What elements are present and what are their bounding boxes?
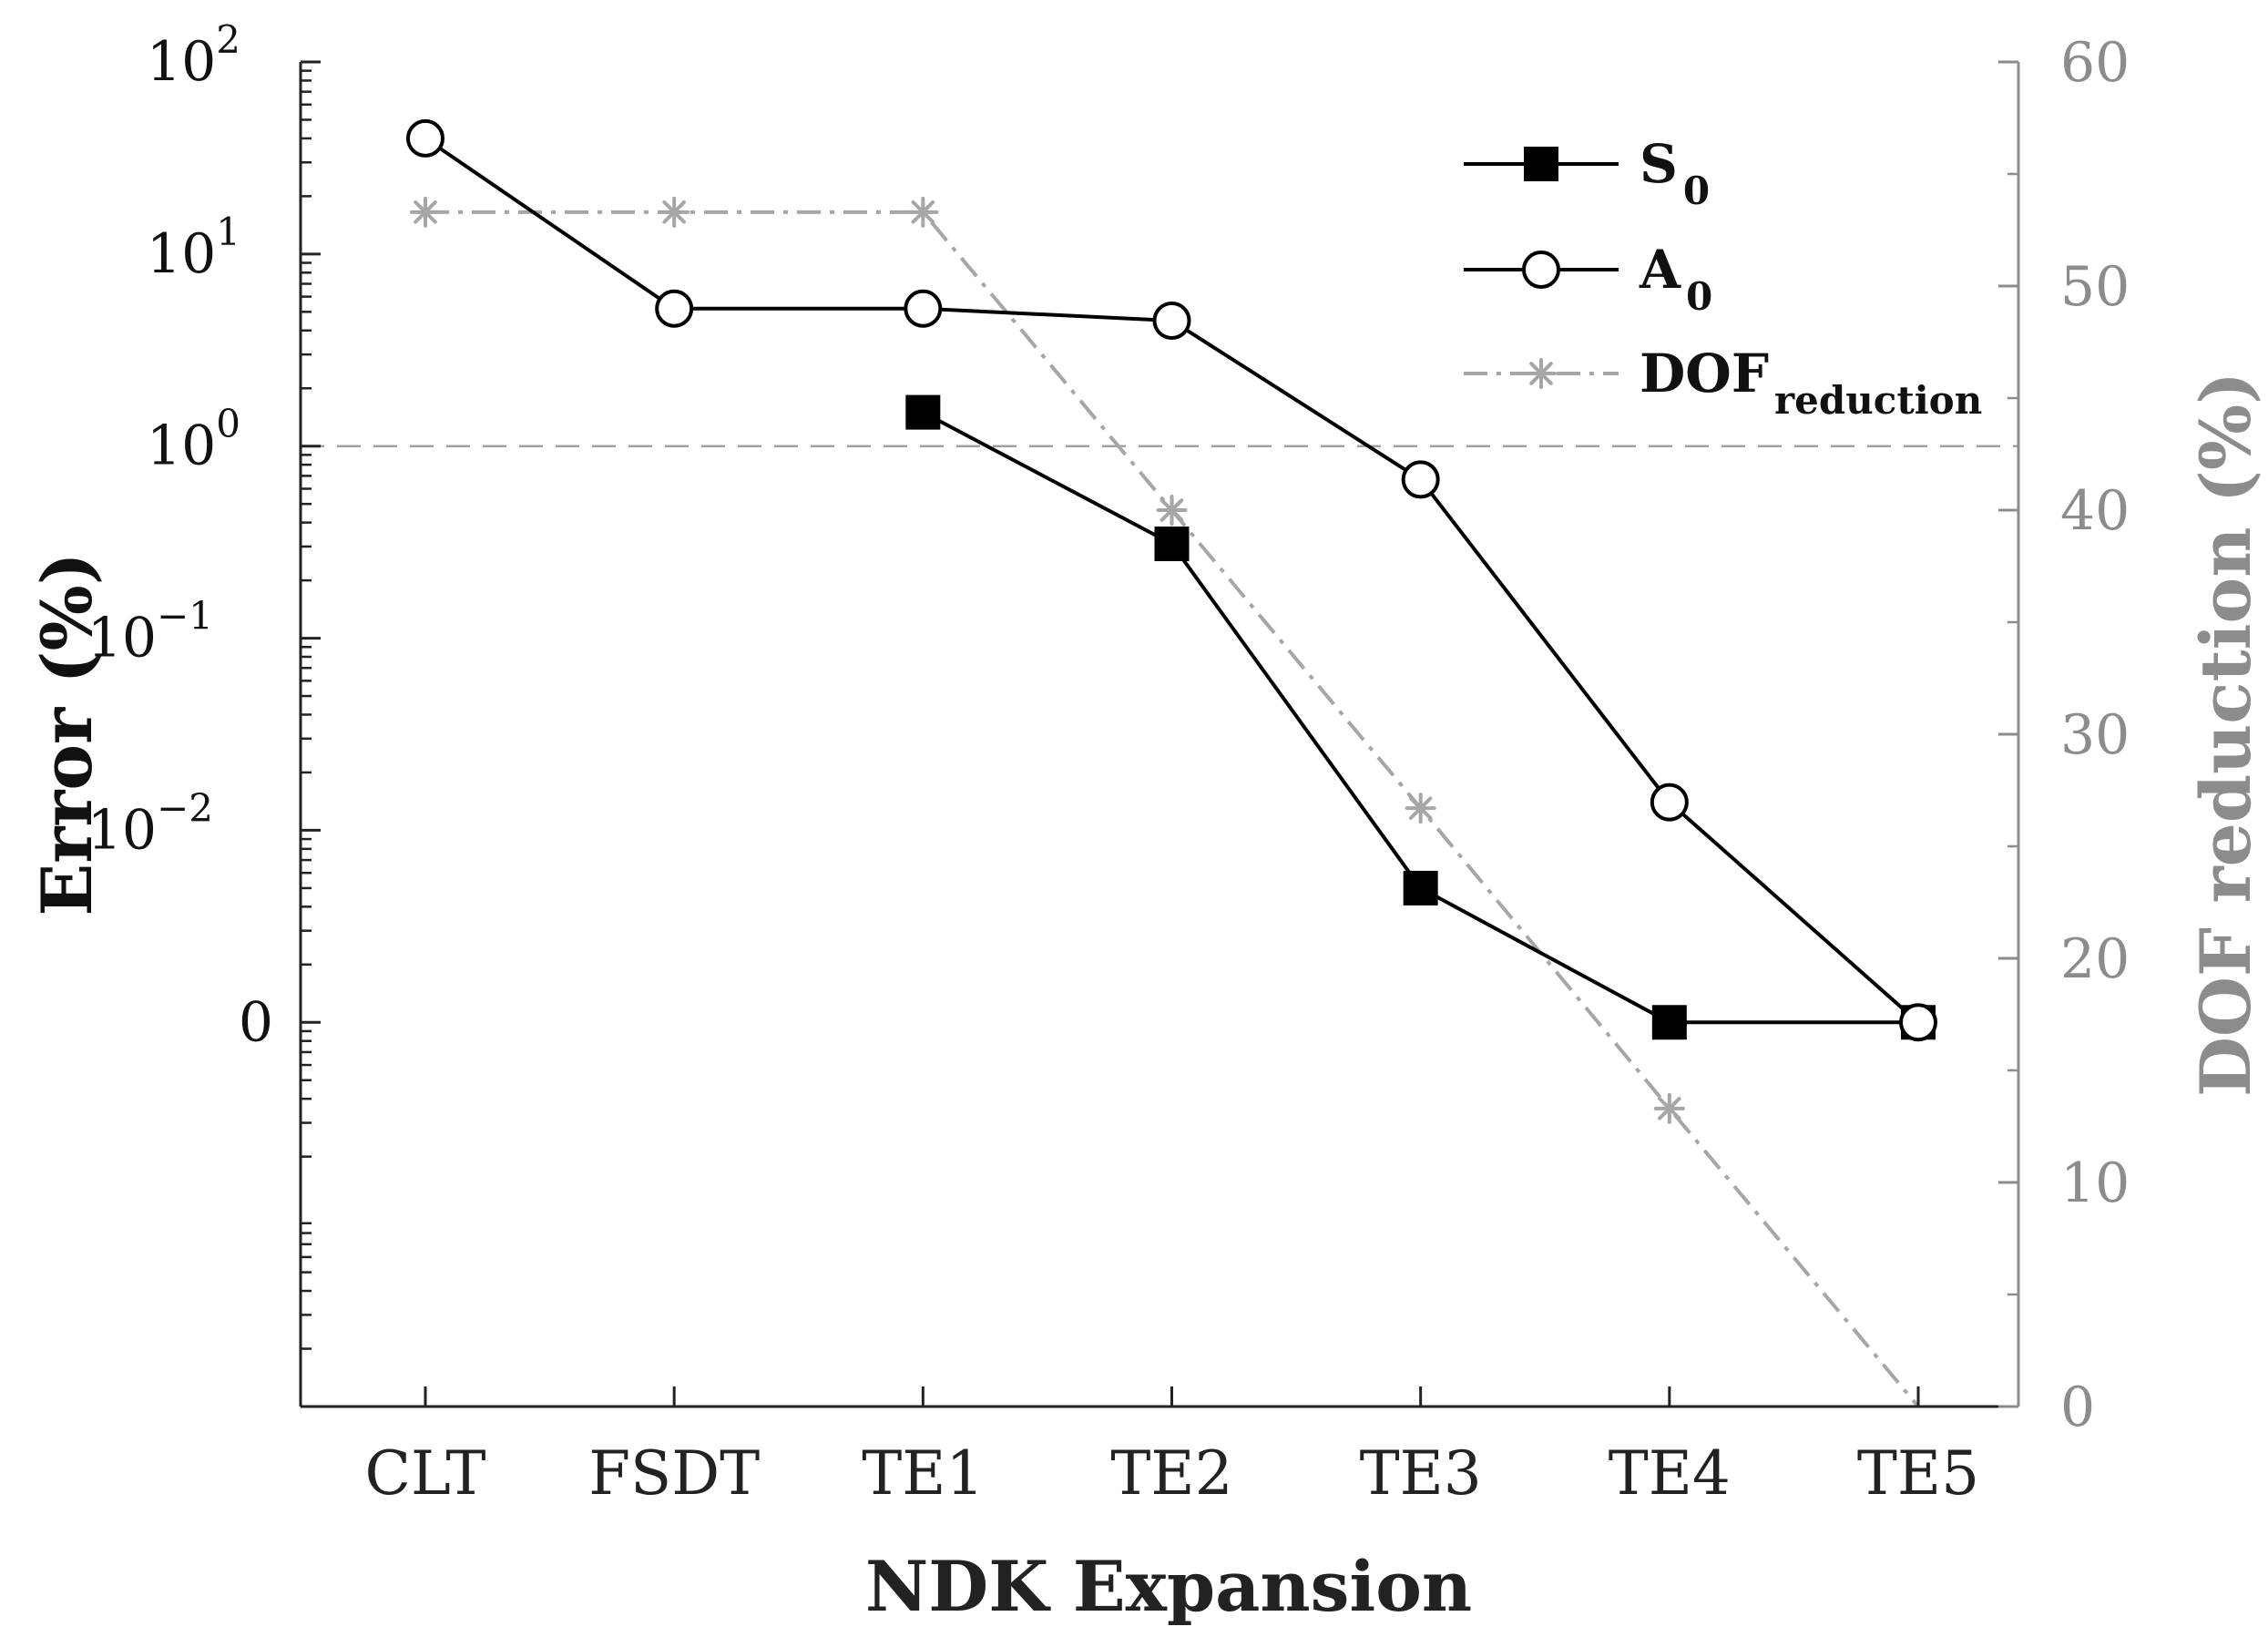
left-tick-label: 10−1: [87, 594, 213, 670]
legend: S 0 A 0 DOF reduction: [1464, 133, 1982, 423]
left-tick-label: 102: [147, 17, 240, 94]
x-tick-label: TE2: [1110, 1438, 1232, 1509]
right-tick-label: 50: [2060, 255, 2130, 319]
marker-s-0: [905, 394, 941, 430]
x-tick-label: TE3: [1360, 1438, 1482, 1509]
right-tick-label: 60: [2060, 31, 2130, 95]
y-axis-title-left: Error (%): [26, 552, 107, 916]
legend-label: DOF reduction: [1640, 343, 1982, 423]
marker-s-0: [1154, 526, 1190, 561]
marker-a-0: [1650, 783, 1689, 822]
y-axis-title-right: DOF reduction (%): [2185, 372, 2266, 1097]
x-tick-label: TE4: [1609, 1438, 1731, 1509]
right-tick-label: 10: [2060, 1151, 2130, 1215]
right-tick-label: 0: [2060, 1376, 2095, 1439]
left-tick-label: 10−2: [87, 785, 213, 862]
marker-dof-reduction: [907, 196, 939, 228]
x-tick-label: CLT: [365, 1438, 486, 1509]
marker-a-0: [1152, 301, 1191, 340]
x-tick-label: FSDT: [588, 1438, 760, 1509]
left-tick-label: 0: [239, 990, 273, 1054]
marker-dof-reduction: [410, 196, 441, 228]
legend-marker: [1524, 147, 1558, 181]
left-tick-label: 101: [147, 210, 240, 286]
marker-s-0: [1403, 870, 1438, 905]
legend-marker: [1526, 358, 1557, 389]
x-axis-title: NDK Expansion: [865, 1546, 1472, 1627]
marker-a-0: [1899, 1003, 1937, 1042]
marker-dof-reduction: [659, 196, 690, 228]
right-tick-label: 20: [2060, 927, 2130, 991]
marker-a-0: [655, 289, 694, 328]
marker-a-0: [406, 118, 444, 158]
marker-dof-reduction: [1653, 1092, 1685, 1124]
right-tick-label: 40: [2060, 479, 2130, 543]
x-tick-label: TE5: [1857, 1438, 1979, 1509]
legend-marker: [1522, 251, 1560, 289]
marker-s-0: [1651, 1005, 1687, 1040]
marker-a-0: [1401, 460, 1440, 499]
marker-a-0: [904, 289, 943, 328]
plot-area: [301, 62, 2018, 1407]
right-tick-label: 30: [2060, 703, 2130, 767]
x-tick-label: TE1: [862, 1438, 984, 1509]
marker-dof-reduction: [1405, 793, 1436, 824]
left-tick-label: 100: [147, 402, 240, 478]
marker-dof-reduction: [1156, 495, 1188, 526]
